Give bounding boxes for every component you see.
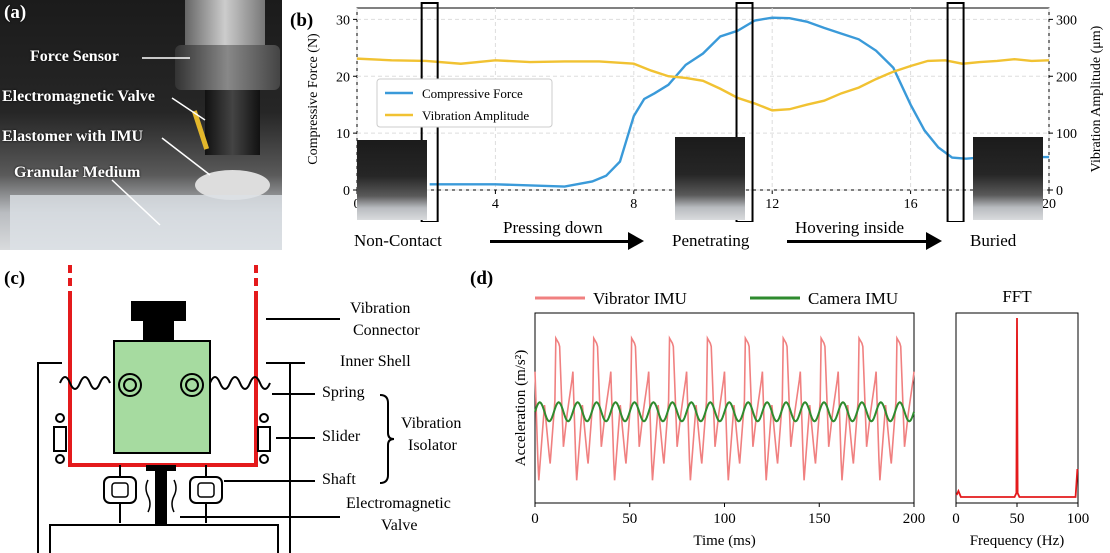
fft-x-tick-label: 0 [952,511,960,527]
imu-x-tick-label: 200 [903,511,926,527]
phase-penetrating: Penetrating [672,231,750,250]
inset-photo-penetrating [675,137,745,220]
imu-x-tick-label: 0 [531,511,539,527]
phase-marker-box [735,2,754,222]
y-axis-label: Compressive Force (N) [306,33,321,165]
slider-label: Slider [322,428,361,445]
imu-x-tick-label: 50 [622,511,637,527]
y-right-axis-label: Vibration Amplitude (μm) [1089,25,1104,172]
fft-title: FFT [1002,287,1032,306]
arrow-hovering-inside [787,240,927,243]
spring-label: Spring [322,384,365,401]
phase-pressing-down: Pressing down [503,218,603,237]
inner-shell-label: Inner Shell [340,353,411,370]
force-vibration-chart: 04812162001020300100200300Compressive Fo… [306,2,1104,222]
fft-x-tick-label: 100 [1067,511,1090,527]
x-tick-label: 8 [630,197,637,212]
shaft-label: Shaft [322,471,356,488]
y-tick-label: 20 [336,70,350,85]
y-tick-label: 30 [336,13,350,28]
camera-imu-line [534,401,915,423]
inset-photo-noncontact [357,140,427,220]
vibration-connector-label-2: Connector [353,322,420,339]
imu-acceleration-chart: 0 50 100 150 200 Time (ms) Acceleration (m/s²)… [513,287,1090,549]
phase-buried: Buried [970,231,1017,250]
panel-a-photo: (a) Force Sensor Electromagnetic Valve E… [0,0,282,250]
series-line-vibration [356,57,1050,112]
phase-hovering-inside: Hovering inside [795,218,905,237]
panel-a-leaders [111,57,211,226]
vibration-connector-label-1: Vibration [350,300,411,317]
y-right-tick-label: 200 [1056,70,1077,85]
phase-marker-box [946,2,965,222]
panel-c-label: (c) [4,268,26,289]
y-right-tick-label: 100 [1056,127,1077,142]
arrowhead-pressing-down [628,232,644,250]
electromagnetic-valve-label: Electromagnetic Valve [2,88,156,105]
vibrator-imu-line [534,335,915,481]
y-right-tick-label: 300 [1056,13,1077,28]
x-tick-label: 12 [765,197,779,212]
inset-photo-buried [973,137,1043,220]
imu-x-tick-label: 100 [713,511,736,527]
phase-non-contact: Non-Contact [354,231,442,250]
y-right-tick-label: 0 [1056,184,1063,199]
arrowhead-hovering-inside [926,232,942,250]
y-tick-label: 10 [336,127,350,142]
fft-line [955,317,1079,498]
force-sensor-shape [185,0,265,45]
imu-y-axis-label: Acceleration (m/s²) [513,350,529,467]
legend-label: Vibration Amplitude [422,108,529,123]
legend-box [376,78,553,128]
vibration-isolator-label-1: Vibration [401,415,462,432]
y-tick-label: 0 [343,184,350,199]
x-tick-label: 16 [904,197,918,212]
panel-b-label: (b) [290,10,314,31]
panel-d-label: (d) [470,268,494,289]
container-shape [10,195,282,250]
arrow-pressing-down [490,240,628,243]
imu-x-tick-label: 150 [808,511,831,527]
panel-a-label: (a) [4,2,27,23]
x-tick-label: 20 [1042,197,1056,212]
fft-x-tick-label: 50 [1010,511,1025,527]
sensor-ring-shape [175,45,280,90]
series-line-force [429,16,1049,188]
valve-shape [205,90,260,155]
fft-x-axis-label: Frequency (Hz) [970,533,1065,549]
vibration-isolator-diagram [37,265,395,553]
vibration-isolator-label-2: Isolator [408,437,457,454]
legend-label: Compressive Force [422,86,523,101]
legend-label-camera: Camera IMU [808,289,898,308]
legend-label-vibrator: Vibrator IMU [593,289,687,308]
electromagnetic-valve-label-2: Valve [381,517,418,534]
force-sensor-label: Force Sensor [30,48,120,65]
x-tick-label: 4 [492,197,499,212]
granular-medium-label: Granular Medium [14,164,141,181]
imu-x-axis-label: Time (ms) [693,533,755,549]
elastomer-imu-label: Elastomer with IMU [2,128,144,145]
electromagnetic-valve-label-1: Electromagnetic [346,495,451,512]
